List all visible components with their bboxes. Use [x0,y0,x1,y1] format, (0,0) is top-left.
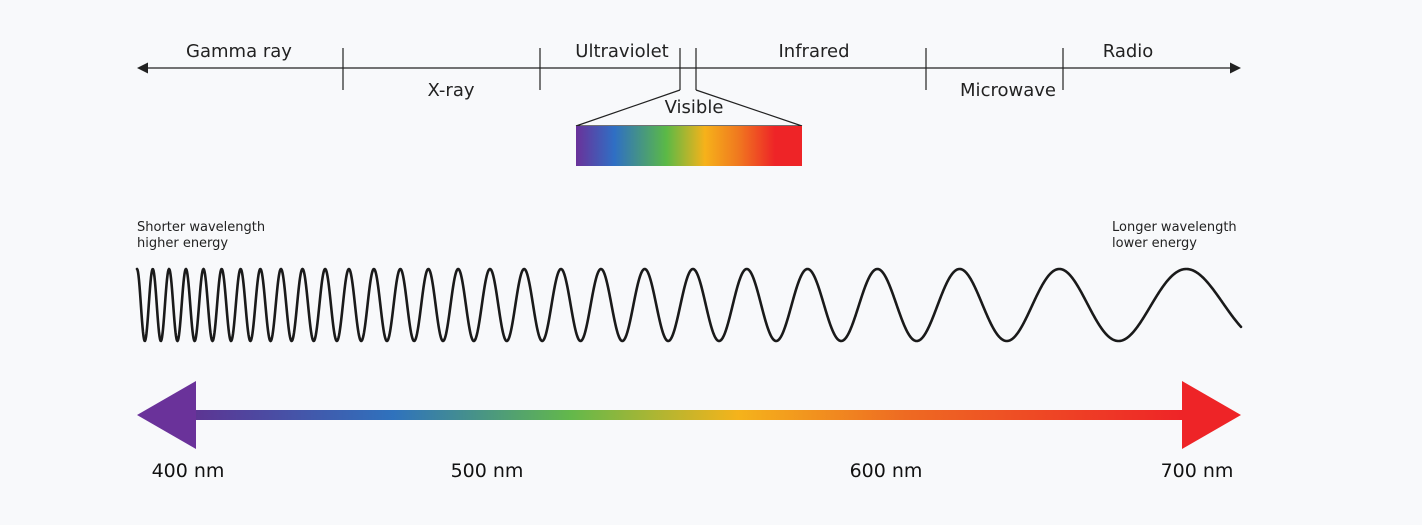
wavelength-label-700: 700 nm [1161,460,1234,482]
band-label-ultraviolet: Ultraviolet [575,41,668,62]
long-wavelength-line1: Longer wavelength [1112,220,1237,235]
zoom-line-left [575,89,681,127]
wavelength-arrow-right-head [1182,381,1241,449]
visible-spectrum-bar [576,126,802,166]
visible-spectrum-zoom: Visible [575,89,803,166]
band-label-microwave: Microwave [960,80,1056,101]
axis-left-arrowhead [137,62,148,74]
band-label-xray: X-ray [427,80,474,101]
band-label-radio: Radio [1103,41,1154,62]
axis-right-arrowhead [1230,62,1241,74]
wavelength-arrow [137,381,1241,449]
band-label-visible: Visible [665,97,724,118]
short-wavelength-line1: Shorter wavelength [137,220,265,235]
zoom-line-right [695,89,803,127]
band-label-infrared: Infrared [779,41,850,62]
long-wavelength-line2: lower energy [1112,236,1197,251]
wavelength-wave [135,267,1243,343]
wavelength-label-600: 600 nm [850,460,923,482]
band-label-gamma: Gamma ray [186,41,292,62]
short-wavelength-line2: higher energy [137,236,228,251]
wavelength-arrow-left-head [137,381,196,449]
wavelength-label-500: 500 nm [451,460,524,482]
energy-annotations: Shorter wavelength higher energy Longer … [137,220,1237,251]
spectrum-axis: Gamma ray X-ray Ultraviolet Infrared Mic… [137,41,1241,101]
wavelength-labels: 400 nm 500 nm 600 nm 700 nm [152,460,1234,482]
wavelength-label-400: 400 nm [152,460,225,482]
wavelength-arrow-shaft [194,410,1184,420]
